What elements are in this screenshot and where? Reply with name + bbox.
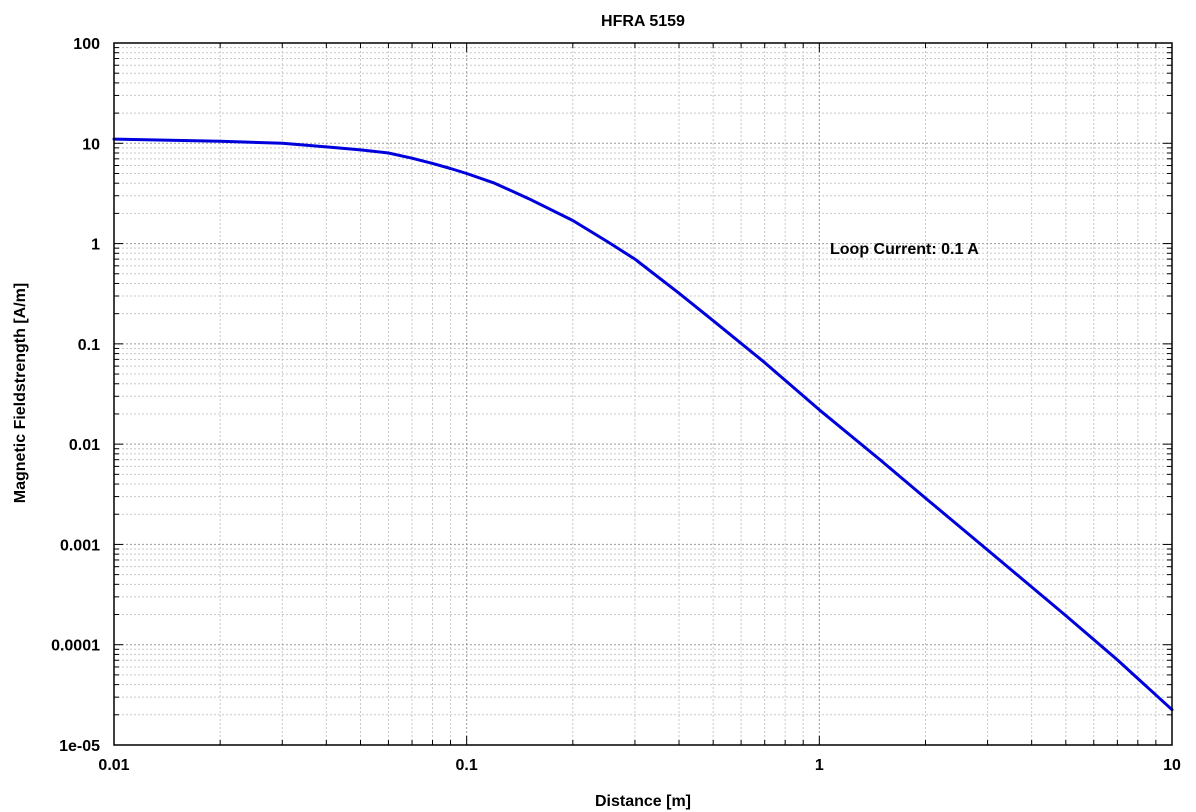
series-layer <box>112 137 1174 712</box>
x-tick-label: 0.1 <box>456 757 478 774</box>
x-tick-label: 0.01 <box>98 757 129 774</box>
chart-title: HFRA 5159 <box>601 13 685 30</box>
y-tick-label: 100 <box>73 36 100 53</box>
y-tick-labels: 1e-05 0.0001 0.001 0.01 0.1 1 10 100 <box>51 36 100 755</box>
x-tick-label: 1 <box>815 757 824 774</box>
y-tick-label: 0.0001 <box>51 638 100 655</box>
y-tick-label: 10 <box>82 136 100 153</box>
x-axis-label: Distance [m] <box>595 793 691 810</box>
x-tick-label: 10 <box>1163 757 1181 774</box>
y-tick-label: 1 <box>91 237 100 254</box>
y-tick-label: 1e-05 <box>59 738 100 755</box>
plot-frame <box>113 42 1173 746</box>
series-line <box>112 137 1174 712</box>
y-tick-label: 0.01 <box>69 437 100 454</box>
minor-gridlines <box>114 43 1172 745</box>
y-tick-label: 0.001 <box>60 537 100 554</box>
loop-current-annotation: Loop Current: 0.1 A <box>830 241 979 258</box>
tick-marks <box>113 42 1173 746</box>
y-tick-label: 0.1 <box>78 337 100 354</box>
y-axis-label: Magnetic Fieldstrength [A/m] <box>12 283 29 503</box>
x-tick-labels: 0.01 0.1 1 10 <box>98 757 1181 774</box>
